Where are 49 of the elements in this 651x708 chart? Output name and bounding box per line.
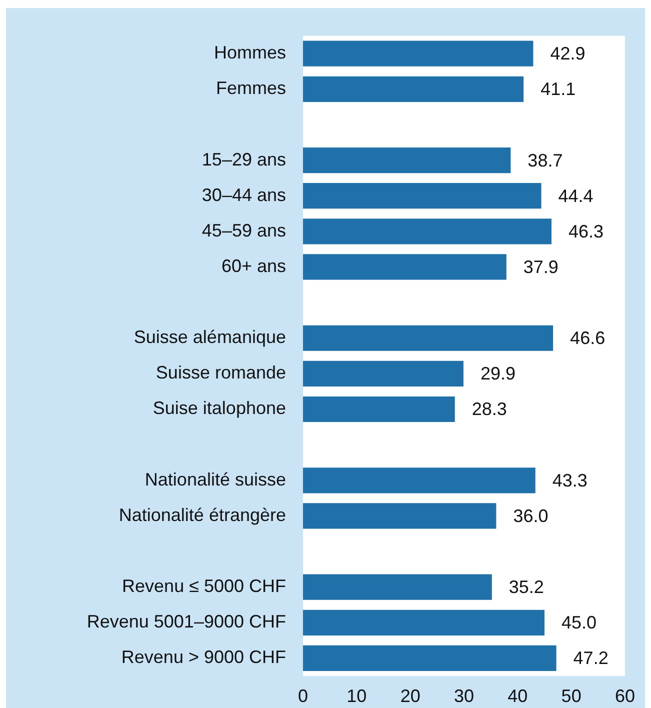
data-label: 43.3: [552, 470, 588, 490]
y-tick-label: Revenu ≤ 5000 CHF: [122, 576, 286, 596]
data-label: 42.9: [550, 44, 586, 64]
y-tick-label: Femmes: [216, 78, 286, 98]
x-tick-label: 0: [298, 686, 308, 706]
y-tick-label: Suise italophone: [152, 398, 286, 418]
y-tick-label: Suisse alémanique: [134, 327, 286, 348]
data-label: 41.1: [540, 79, 576, 100]
bar: [303, 396, 455, 422]
bar: [303, 503, 496, 529]
y-tick-label: 60+ ans: [221, 256, 286, 276]
bar: [303, 76, 524, 102]
data-label: 44.4: [558, 186, 594, 206]
data-label: 37.9: [523, 256, 558, 277]
bar: [303, 468, 536, 494]
data-label: 29.9: [480, 364, 516, 384]
y-tick-label: Hommes: [214, 42, 286, 63]
data-label: 45.0: [561, 612, 597, 633]
y-tick-label: 45–59 ans: [202, 220, 286, 240]
y-tick-label: Nationalité suisse: [144, 469, 286, 490]
bar: [303, 254, 506, 280]
y-tick-label: 15–29 ans: [202, 149, 286, 170]
x-tick-label: 20: [400, 686, 420, 706]
data-label: 35.2: [508, 577, 544, 598]
bar: [303, 645, 556, 672]
x-tick-label: 40: [508, 686, 528, 706]
data-label: 38.7: [528, 150, 563, 170]
x-tick-label: 50: [561, 686, 582, 706]
bar: [303, 183, 542, 209]
data-label: 36.0: [513, 506, 548, 526]
y-tick-label: Revenu > 9000 CHF: [121, 647, 286, 668]
bar: [303, 40, 534, 66]
y-tick-label: Revenu 5001–9000 CHF: [86, 612, 286, 632]
bar: [303, 574, 492, 600]
data-label: 28.3: [472, 399, 507, 420]
x-tick-label: 30: [454, 686, 474, 706]
x-tick-label: 60: [614, 686, 636, 706]
y-tick-label: Suisse romande: [156, 362, 286, 383]
bar: [303, 610, 544, 636]
y-tick-label: 30–44 ans: [202, 184, 286, 205]
data-label: 46.3: [568, 221, 604, 242]
y-tick-label: Nationalité étrangère: [118, 504, 286, 525]
bar: [303, 360, 464, 386]
data-label: 46.6: [570, 328, 606, 348]
data-label: 47.2: [573, 648, 608, 668]
bar: [303, 218, 552, 244]
bar: [303, 325, 554, 351]
bar: [303, 147, 511, 174]
x-tick-label: 10: [346, 686, 367, 706]
